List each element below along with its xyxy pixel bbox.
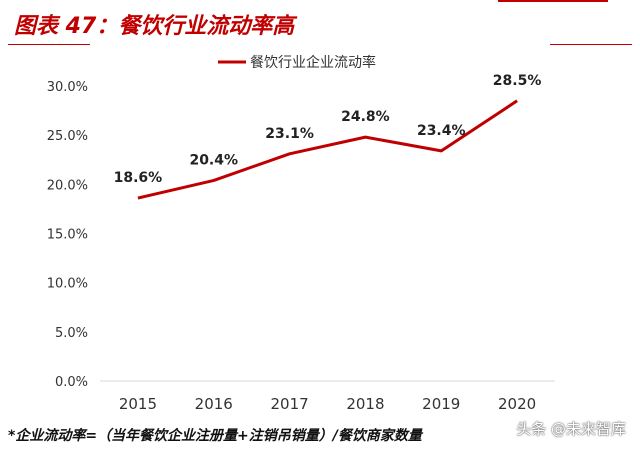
data-label: 23.1%: [265, 126, 314, 142]
x-tick-label: 2018: [346, 395, 384, 413]
title-underline-left: [8, 44, 90, 45]
data-label: 18.6%: [114, 170, 163, 186]
y-axis: 0.0% 5.0% 10.0% 15.0% 20.0% 25.0% 30.0%: [47, 80, 88, 390]
figure-title: 图表 47：餐饮行业流动率高: [14, 14, 295, 39]
y-tick-label: 5.0%: [55, 326, 88, 341]
x-tick-label: 2016: [195, 395, 233, 413]
y-tick-label: 15.0%: [47, 228, 88, 243]
header-accent-rule: [498, 0, 608, 2]
y-tick-label: 25.0%: [47, 129, 88, 144]
footnote: *企业流动率=（当年餐饮企业注册量+注销吊销量）/餐饮商家数量: [8, 428, 422, 444]
series-line: [137, 99, 518, 200]
legend-label: 餐饮行业企业流动率: [250, 54, 376, 71]
data-label: 28.5%: [493, 73, 542, 89]
x-tick-label: 2017: [270, 395, 308, 413]
x-tick-label: 2019: [422, 395, 460, 413]
y-tick-label: 20.0%: [47, 178, 88, 193]
data-label: 20.4%: [189, 152, 238, 168]
x-axis: 2015 2016 2017 2018 2019 2020: [119, 395, 536, 413]
data-labels: 18.6% 20.4% 23.1% 24.8% 23.4% 28.5%: [114, 73, 542, 186]
y-tick-label: 30.0%: [47, 80, 88, 95]
data-label: 24.8%: [341, 109, 390, 125]
title-underline-right: [550, 44, 632, 45]
y-tick-label: 0.0%: [55, 375, 88, 390]
x-tick-label: 2015: [119, 395, 157, 413]
x-tick-label: 2020: [498, 395, 536, 413]
y-tick-label: 10.0%: [47, 277, 88, 292]
chart-legend: 餐饮行业企业流动率: [218, 54, 376, 71]
watermark: 头条 @未来智库: [516, 420, 626, 438]
data-label: 23.4%: [417, 123, 466, 139]
